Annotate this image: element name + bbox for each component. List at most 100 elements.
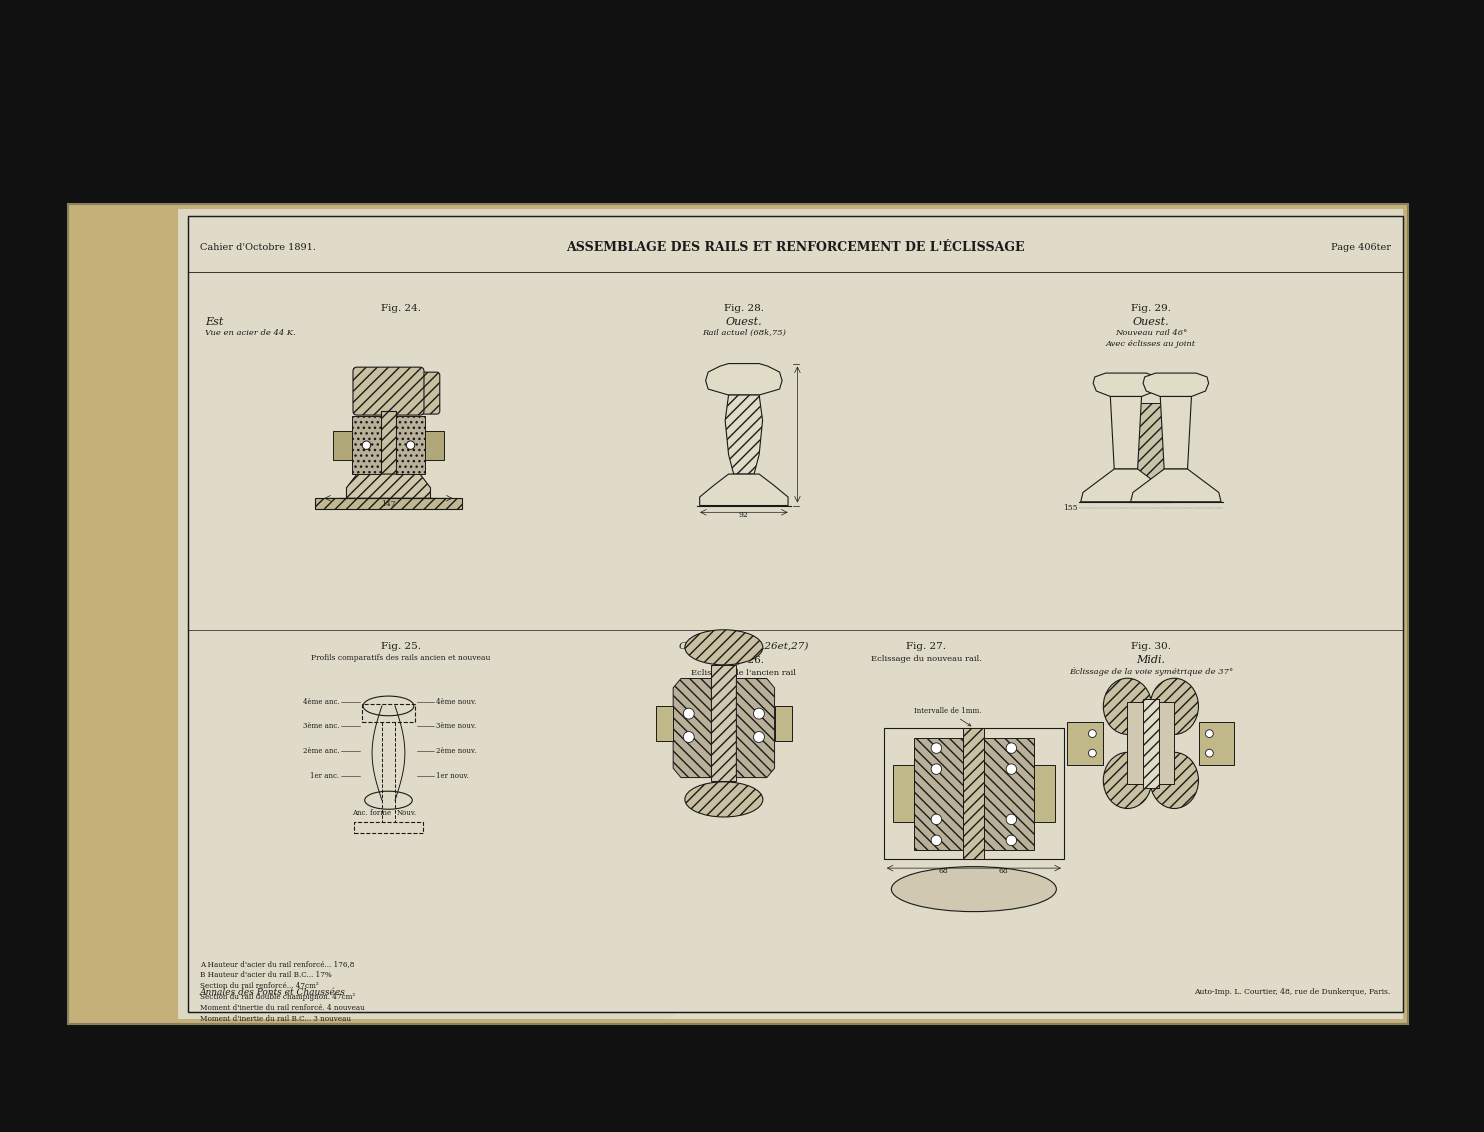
Bar <box>352 417 381 474</box>
Text: Moment d'inertie du rail B.C... 3 nouveau: Moment d'inertie du rail B.C... 3 nouvea… <box>200 1015 352 1023</box>
Circle shape <box>1006 814 1017 824</box>
Circle shape <box>930 835 942 846</box>
Circle shape <box>754 709 764 719</box>
Text: Page 406ter: Page 406ter <box>1331 243 1391 252</box>
Bar <box>188 216 1402 1012</box>
Circle shape <box>1006 764 1017 774</box>
Text: 155: 155 <box>1063 504 1077 512</box>
Bar <box>396 417 426 474</box>
Text: Orléans (Fig 25,26et,27): Orléans (Fig 25,26et,27) <box>680 642 809 651</box>
Text: Fig. 26.: Fig. 26. <box>724 655 764 664</box>
Polygon shape <box>668 574 1402 1019</box>
Text: Midi.: Midi. <box>1137 654 1165 664</box>
Circle shape <box>754 731 764 743</box>
Text: Vue en acier de 44 K.: Vue en acier de 44 K. <box>205 328 295 336</box>
Text: Avec éclisses au joint: Avec éclisses au joint <box>1106 340 1196 348</box>
Text: 1er nouv.: 1er nouv. <box>436 772 469 780</box>
Text: Eclissage du nouveau rail.: Eclissage du nouveau rail. <box>871 654 981 663</box>
Bar <box>315 498 462 508</box>
Circle shape <box>930 743 942 754</box>
Text: Auto-Imp. L. Courtier, 48, rue de Dunkerque, Paris.: Auto-Imp. L. Courtier, 48, rue de Dunker… <box>1195 988 1391 996</box>
Text: Fig. 25.: Fig. 25. <box>380 642 420 651</box>
Bar <box>775 706 792 741</box>
Polygon shape <box>1160 396 1192 469</box>
Bar <box>1128 703 1174 784</box>
Ellipse shape <box>892 867 1057 911</box>
Polygon shape <box>1131 469 1221 501</box>
Text: Cahier d'Octobre 1891.: Cahier d'Octobre 1891. <box>200 243 316 252</box>
Circle shape <box>1088 730 1097 738</box>
Bar <box>381 411 396 474</box>
Text: Anc. forme: Anc. forme <box>353 808 392 816</box>
Circle shape <box>1205 749 1214 757</box>
Text: Annales des Ponts et Chaussées: Annales des Ponts et Chaussées <box>200 988 346 997</box>
Text: Est: Est <box>205 317 224 326</box>
Bar <box>1143 698 1159 788</box>
Polygon shape <box>1094 374 1159 396</box>
Text: Fig. 27.: Fig. 27. <box>907 642 947 651</box>
Bar <box>893 765 914 822</box>
Text: Section du rail renforcé... 47cm²: Section du rail renforcé... 47cm² <box>200 983 319 990</box>
Polygon shape <box>736 678 775 778</box>
Text: 2ème anc.: 2ème anc. <box>303 747 340 755</box>
Bar <box>362 704 414 722</box>
Text: Éclissage de la voie symétrique de 37°: Éclissage de la voie symétrique de 37° <box>1068 667 1233 676</box>
Polygon shape <box>1137 403 1165 484</box>
Bar <box>426 431 444 461</box>
Bar <box>355 822 423 833</box>
Text: 92: 92 <box>739 512 749 520</box>
Circle shape <box>683 731 695 743</box>
Polygon shape <box>1080 469 1171 501</box>
Bar <box>1067 722 1103 765</box>
Circle shape <box>1088 749 1097 757</box>
Circle shape <box>683 709 695 719</box>
Ellipse shape <box>1150 678 1199 735</box>
FancyBboxPatch shape <box>396 372 439 414</box>
Circle shape <box>930 764 942 774</box>
Polygon shape <box>674 678 711 778</box>
Text: 3ème anc.: 3ème anc. <box>303 722 340 730</box>
Text: Ouest.: Ouest. <box>726 317 763 326</box>
Polygon shape <box>705 363 782 395</box>
Text: Section du rail double champignon. 47cm²: Section du rail double champignon. 47cm² <box>200 993 355 1002</box>
Ellipse shape <box>684 782 763 817</box>
Text: Fig. 30.: Fig. 30. <box>1131 642 1171 651</box>
Polygon shape <box>711 666 736 781</box>
Text: 4ème nouv.: 4ème nouv. <box>436 697 476 706</box>
Bar <box>332 431 352 461</box>
Bar <box>884 728 1064 859</box>
Bar <box>1034 765 1055 822</box>
Text: 147: 147 <box>381 500 396 508</box>
Text: 4ème anc.: 4ème anc. <box>303 697 340 706</box>
Text: Intervalle de 1mm.: Intervalle de 1mm. <box>914 706 981 726</box>
Text: Ouest.: Ouest. <box>1132 317 1169 326</box>
Bar <box>656 706 674 741</box>
Ellipse shape <box>1150 753 1199 808</box>
Text: Profils comparatifs des rails ancien et nouveau: Profils comparatifs des rails ancien et … <box>312 654 490 662</box>
Text: 2ème nouv.: 2ème nouv. <box>436 747 476 755</box>
Text: 68: 68 <box>999 867 1009 875</box>
Text: Moment d'inertie du rail renforcé. 4 nouveau: Moment d'inertie du rail renforcé. 4 nou… <box>200 1004 365 1012</box>
Polygon shape <box>963 728 984 859</box>
Text: Nouv.: Nouv. <box>396 808 417 816</box>
Polygon shape <box>984 738 1034 850</box>
Bar <box>68 204 1408 1024</box>
Text: 68: 68 <box>939 867 948 875</box>
Bar <box>188 216 1402 1012</box>
Ellipse shape <box>1103 753 1152 808</box>
Bar <box>1199 722 1235 765</box>
Text: 3ème nouv.: 3ème nouv. <box>436 722 476 730</box>
Text: Rail actuel (68k,75): Rail actuel (68k,75) <box>702 328 787 336</box>
Bar <box>178 209 1402 1019</box>
Text: Nouveau rail 46°: Nouveau rail 46° <box>1114 328 1187 336</box>
Text: Eclissage de l'ancien rail: Eclissage de l'ancien rail <box>692 669 797 677</box>
Circle shape <box>1006 743 1017 754</box>
Text: 1er anc.: 1er anc. <box>310 772 340 780</box>
Text: Fig. 24.: Fig. 24. <box>380 303 420 312</box>
Ellipse shape <box>684 629 763 664</box>
Polygon shape <box>1110 396 1141 469</box>
Polygon shape <box>346 474 430 498</box>
Circle shape <box>407 441 414 449</box>
Polygon shape <box>726 395 763 474</box>
Circle shape <box>362 441 371 449</box>
